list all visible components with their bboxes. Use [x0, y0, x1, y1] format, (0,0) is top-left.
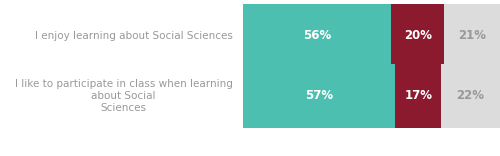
Text: 57%: 57% — [305, 89, 333, 102]
Text: 17%: 17% — [404, 89, 432, 102]
Text: I like to participate in class when learning about Social
Sciences: I like to participate in class when lear… — [14, 79, 232, 112]
Text: 20%: 20% — [404, 29, 431, 42]
Text: 56%: 56% — [302, 29, 331, 42]
Bar — [242, 4, 391, 68]
Text: I enjoy learning about Social Sciences: I enjoy learning about Social Sciences — [34, 31, 232, 41]
Bar — [396, 64, 441, 128]
Bar — [441, 64, 500, 128]
Bar — [242, 64, 396, 128]
Text: 21%: 21% — [458, 29, 486, 42]
Text: 22%: 22% — [456, 89, 484, 102]
Bar — [444, 4, 500, 68]
Bar — [391, 4, 444, 68]
